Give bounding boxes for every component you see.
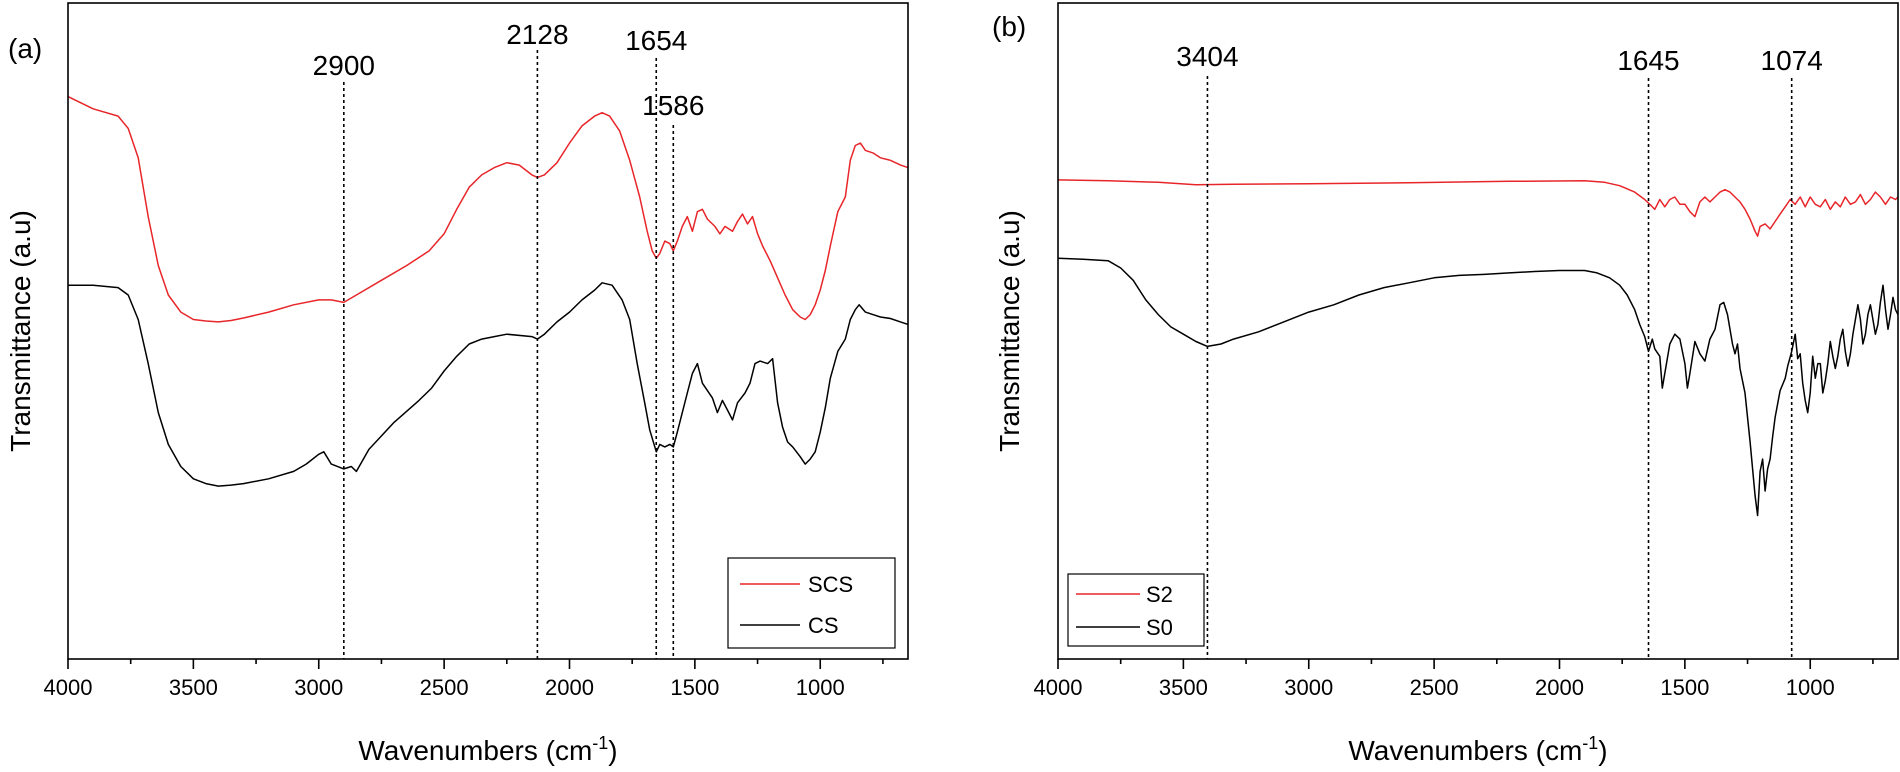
panel-b-label: (b)	[992, 11, 1026, 42]
panel-a-peak-markers: 2900 2128 1654 1586	[313, 19, 704, 659]
panel-a-x-axis-title-main: Wavenumbers (cm	[358, 735, 592, 766]
panel-b-plot-area	[1057, 179, 1899, 517]
x-tick-label-2000: 2000	[545, 675, 594, 700]
peak-label-1654: 1654	[625, 25, 687, 56]
panel-a-legend: SCS CS	[727, 557, 896, 649]
peak-label-1074: 1074	[1761, 45, 1823, 76]
panel-a-legend-label-cs: CS	[808, 613, 839, 638]
x-tick-label-4000: 4000	[44, 675, 93, 700]
panel-a-x-axis-title-sup: -1	[592, 733, 608, 753]
x-tick-label-2500: 2500	[420, 675, 469, 700]
x-tick-label-1500: 1500	[1660, 675, 1709, 700]
panel-a: (a) 4000 3500 3000 2500 2000 1500 1000 2900 212…	[5, 2, 909, 766]
series-line-cs	[68, 282, 909, 487]
peak-label-1645: 1645	[1617, 45, 1679, 76]
x-tick-label-3000: 3000	[294, 675, 343, 700]
panel-b-x-axis-title-end: )	[1598, 735, 1607, 766]
panel-b-y-axis-title: Transmittance (a.u)	[994, 210, 1025, 452]
panel-a-legend-label-scs: SCS	[808, 572, 853, 597]
panel-b-legend-label-s2: S2	[1146, 582, 1173, 607]
panel-b-x-axis-title-main: Wavenumbers (cm	[1348, 735, 1582, 766]
series-line-s2	[1057, 179, 1899, 237]
panel-a-y-axis-title: Transmittance (a.u)	[5, 210, 36, 452]
x-tick-label-1000: 1000	[1786, 675, 1835, 700]
panel-b: (b) 4000 3500 3000 2500 2000 1500 1000 3404 164…	[992, 2, 1899, 766]
panel-b-legend-label-s0: S0	[1146, 615, 1173, 640]
panel-a-axes-frame	[67, 2, 909, 660]
panel-b-x-axis-title: Wavenumbers (cm-1)	[1348, 733, 1607, 766]
panel-b-legend-box	[1067, 573, 1205, 647]
series-line-scs	[67, 95, 909, 323]
x-tick-label-3000: 3000	[1284, 675, 1333, 700]
panel-b-peak-markers: 3404 1645 1074	[1176, 41, 1823, 659]
peak-label-3404: 3404	[1176, 41, 1238, 72]
peak-label-1586: 1586	[642, 90, 704, 121]
panel-b-x-axis-title-sup: -1	[1582, 733, 1598, 753]
panel-b-x-ticks: 4000 3500 3000 2500 2000 1500 1000	[1034, 659, 1874, 700]
series-line-s0	[1057, 257, 1899, 517]
panel-a-label: (a)	[8, 33, 42, 64]
x-tick-label-3500: 3500	[1159, 675, 1208, 700]
x-tick-label-1500: 1500	[670, 675, 719, 700]
x-tick-label-1000: 1000	[796, 675, 845, 700]
x-tick-label-2500: 2500	[1410, 675, 1459, 700]
panel-a-x-ticks: 4000 3500 3000 2500 2000 1500 1000	[44, 659, 884, 700]
x-tick-label-3500: 3500	[169, 675, 218, 700]
peak-label-2900: 2900	[313, 50, 375, 81]
panel-b-legend: S2 S0	[1067, 573, 1205, 647]
peak-label-2128: 2128	[506, 19, 568, 50]
x-tick-label-2000: 2000	[1535, 675, 1584, 700]
panel-a-x-axis-title: Wavenumbers (cm-1)	[358, 733, 617, 766]
panel-a-legend-box	[727, 557, 896, 649]
panel-b-axes-frame	[1057, 2, 1899, 660]
x-tick-label-4000: 4000	[1034, 675, 1083, 700]
panel-a-x-axis-title-end: )	[608, 735, 617, 766]
panel-a-plot-area	[67, 95, 909, 487]
